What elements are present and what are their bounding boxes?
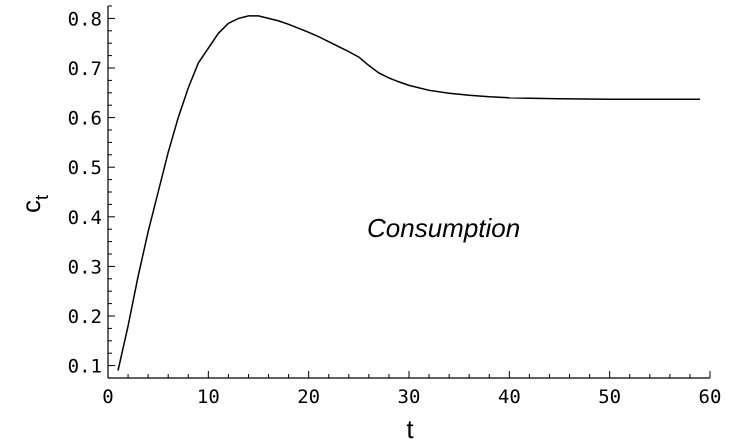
consumption-line	[117, 15, 700, 371]
y-tick-label: 0.1	[68, 356, 102, 378]
y-tick-label: 0.7	[68, 58, 102, 80]
y-tick-label: 0.2	[68, 306, 102, 328]
consumption-annotation: Consumption	[367, 213, 520, 243]
x-tick-label: 10	[197, 386, 220, 408]
x-tick-label: 0	[102, 386, 113, 408]
y-axis-label-subscript: t	[32, 195, 52, 200]
y-axis-label-main: c	[16, 200, 46, 213]
y-tick-label: 0.6	[68, 108, 102, 130]
x-tick-label: 60	[699, 386, 722, 408]
x-tick-label: 50	[598, 386, 621, 408]
x-tick-label: 40	[498, 386, 521, 408]
x-axis: 0 10 20 30 40 50 60	[102, 371, 721, 408]
y-tick-label: 0.8	[68, 8, 102, 30]
y-tick-label: 0.3	[68, 256, 102, 278]
y-tick-label: 0.5	[68, 157, 102, 179]
y-axis-label: ct	[16, 195, 52, 213]
x-axis-label: t	[406, 414, 414, 441]
x-tick-label: 20	[297, 386, 320, 408]
series-group	[117, 15, 700, 371]
x-tick-label: 30	[398, 386, 421, 408]
y-tick-label: 0.4	[68, 207, 102, 229]
y-axis: 0.1 0.2 0.3 0.4 0.5 0.6 0.7 0.8	[68, 5, 115, 379]
